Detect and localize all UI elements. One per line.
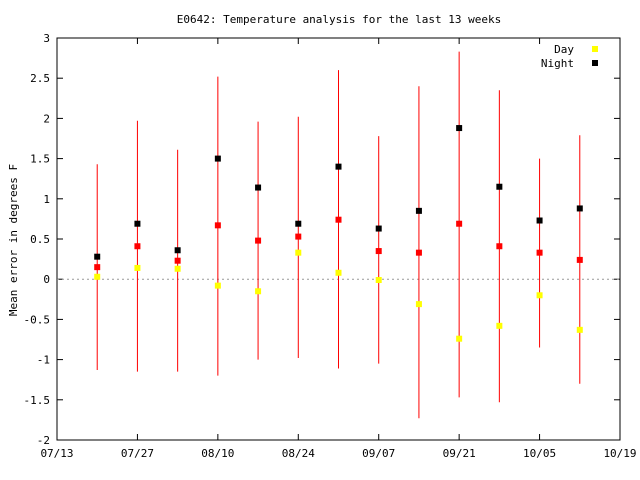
- day-point: [335, 269, 342, 276]
- mean-point: [496, 243, 503, 250]
- x-tick-label: 09/07: [362, 447, 395, 460]
- day-point: [295, 249, 302, 256]
- day-point: [255, 288, 262, 295]
- x-tick-label: 09/21: [443, 447, 476, 460]
- mean-point: [536, 249, 543, 256]
- night-point: [295, 220, 302, 227]
- mean-point: [174, 257, 181, 264]
- x-tick-label: 08/24: [282, 447, 315, 460]
- y-tick-label: 0.5: [30, 233, 50, 246]
- legend-marker: [592, 46, 598, 52]
- day-point: [496, 322, 503, 329]
- y-tick-label: -1: [37, 354, 50, 367]
- y-tick-label: -1.5: [24, 394, 51, 407]
- y-tick-label: 1: [43, 193, 50, 206]
- legend-marker: [592, 60, 598, 66]
- mean-point: [335, 216, 342, 223]
- day-point: [415, 301, 422, 308]
- day-point: [134, 264, 141, 271]
- day-point: [174, 265, 181, 272]
- chart-title: E0642: Temperature analysis for the last…: [177, 13, 502, 26]
- y-tick-label: 1.5: [30, 153, 50, 166]
- night-point: [536, 217, 543, 224]
- x-tick-label: 07/13: [40, 447, 73, 460]
- mean-point: [94, 264, 101, 271]
- legend-label: Night: [541, 57, 574, 70]
- night-point: [456, 125, 463, 132]
- day-point: [94, 273, 101, 280]
- x-tick-label: 10/19: [603, 447, 636, 460]
- night-point: [174, 247, 181, 254]
- y-tick-label: 2.5: [30, 72, 50, 85]
- mean-point: [295, 233, 302, 240]
- day-point: [536, 292, 543, 299]
- night-point: [94, 253, 101, 260]
- night-point: [576, 205, 583, 212]
- y-tick-label: 2: [43, 112, 50, 125]
- x-tick-label: 08/10: [201, 447, 234, 460]
- mean-point: [415, 249, 422, 256]
- y-axis-label: Mean error in degrees F: [7, 164, 20, 316]
- mean-point: [134, 243, 141, 250]
- night-point: [134, 220, 141, 227]
- night-point: [255, 184, 262, 191]
- plot-frame: [56, 37, 621, 441]
- mean-point: [255, 237, 262, 244]
- x-tick-label: 07/27: [121, 447, 154, 460]
- x-tick-label: 10/05: [523, 447, 556, 460]
- day-point: [576, 326, 583, 333]
- day-point: [214, 282, 221, 289]
- y-tick-label: -0.5: [24, 313, 51, 326]
- day-point: [456, 335, 463, 342]
- mean-point: [456, 220, 463, 227]
- night-point: [375, 225, 382, 232]
- y-tick-label: 3: [43, 32, 50, 45]
- night-point: [335, 163, 342, 170]
- mean-point: [375, 248, 382, 255]
- night-point: [214, 155, 221, 162]
- mean-point: [576, 256, 583, 263]
- legend-label: Day: [554, 43, 574, 56]
- day-point: [375, 277, 382, 284]
- y-tick-label: -2: [37, 434, 50, 447]
- y-tick-label: 0: [43, 273, 50, 286]
- mean-point: [214, 222, 221, 229]
- night-point: [496, 183, 503, 190]
- night-point: [415, 207, 422, 214]
